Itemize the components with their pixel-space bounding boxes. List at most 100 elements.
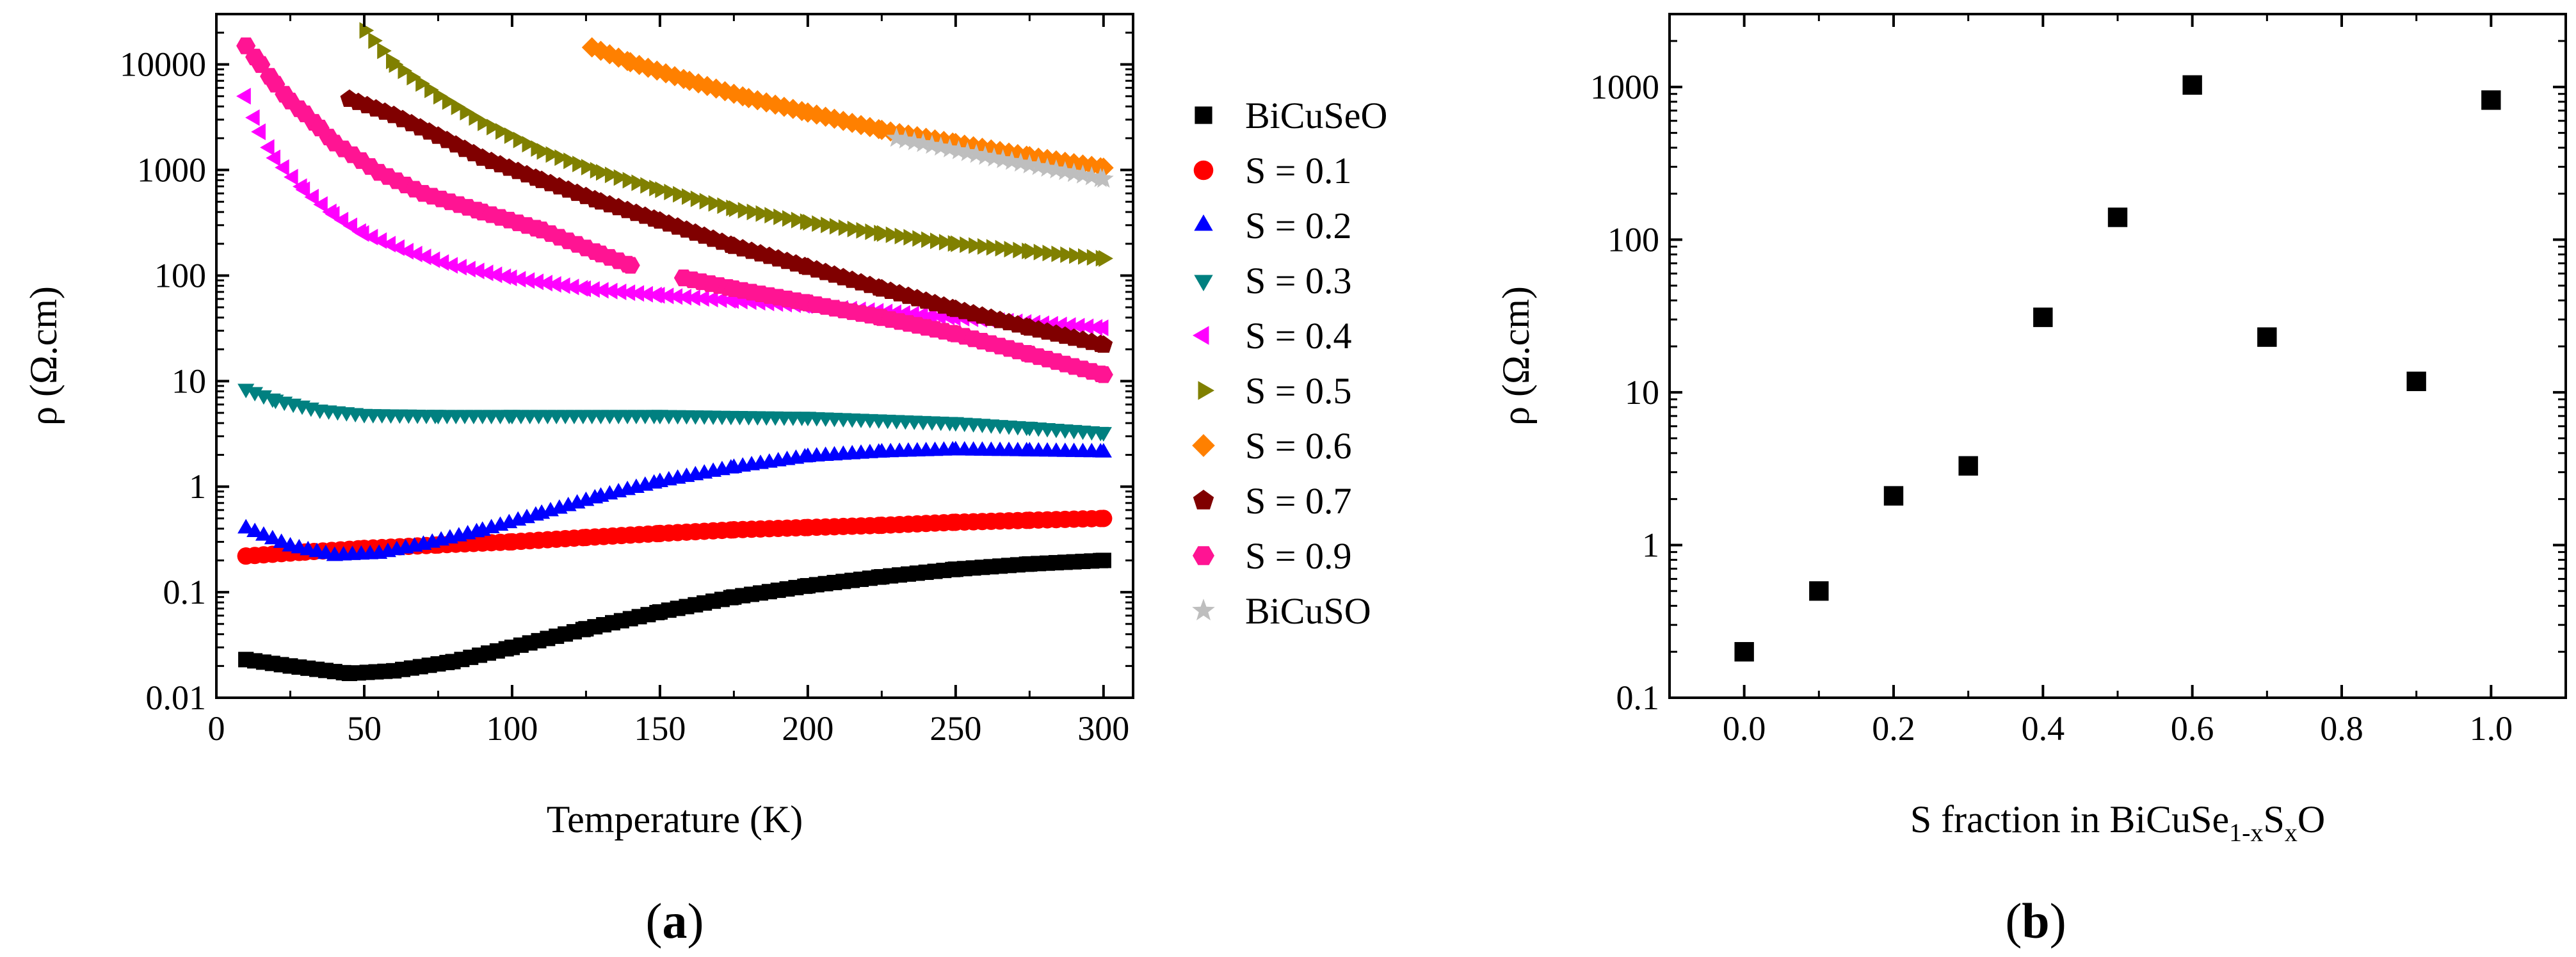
panel-a-label: (a) xyxy=(646,893,704,949)
x-tick-label: 0.2 xyxy=(1872,709,1915,748)
y-tick-label: 0.01 xyxy=(146,679,207,717)
data-marker xyxy=(708,195,723,212)
data-marker xyxy=(613,169,629,186)
series-s-0-5 xyxy=(359,22,1113,267)
data-marker xyxy=(1095,510,1113,527)
x-tick-label: 0.0 xyxy=(1723,709,1766,748)
series-s-0-6 xyxy=(581,37,1114,178)
data-marker xyxy=(838,219,853,236)
legend-item: S = 0.9 xyxy=(1193,535,1351,577)
data-marker xyxy=(773,208,788,225)
data-marker xyxy=(1093,319,1109,336)
data-marker xyxy=(529,273,543,291)
legend-label: S = 0.2 xyxy=(1245,205,1351,246)
data-marker xyxy=(470,262,485,280)
legend-marker xyxy=(1193,490,1214,510)
data-marker xyxy=(389,56,404,73)
data-marker xyxy=(520,272,535,289)
data-point xyxy=(2182,75,2202,95)
data-marker xyxy=(334,211,349,229)
legend-marker xyxy=(1193,326,1209,345)
data-marker xyxy=(851,115,871,136)
data-marker xyxy=(755,205,770,222)
legend-marker xyxy=(1192,434,1215,457)
data-marker xyxy=(1095,552,1111,568)
panel-a-legend: BiCuSeO S = 0.1 S = 0.2 S = 0.3 S = 0.4 S = 0… xyxy=(1192,95,1387,632)
data-marker xyxy=(368,32,383,49)
data-marker xyxy=(631,174,646,191)
legend-marker xyxy=(1195,106,1212,124)
y-tick-label: 1 xyxy=(189,467,206,506)
data-marker xyxy=(596,164,611,181)
data-marker xyxy=(622,172,638,189)
panel-a-y-axis-title: ρ (Ω.cm) xyxy=(22,286,65,426)
y-tick-label: 0.1 xyxy=(1616,679,1660,717)
data-marker xyxy=(682,188,696,205)
data-marker xyxy=(487,266,503,284)
data-marker xyxy=(433,88,448,105)
data-marker xyxy=(686,289,700,307)
data-marker xyxy=(325,205,340,223)
data-marker xyxy=(729,200,744,217)
panel-a-axes: 0 50 100 150 200 250 300 0.01 0.1 1 10 100 1000 10000 xyxy=(120,14,1133,748)
data-marker xyxy=(921,231,936,248)
data-marker xyxy=(469,109,483,126)
data-marker xyxy=(1024,243,1040,260)
data-marker xyxy=(594,282,609,299)
data-marker xyxy=(620,284,636,302)
data-point xyxy=(1809,581,1829,601)
panel-b-data-marks xyxy=(1734,75,2501,662)
data-marker xyxy=(650,287,665,304)
data-marker xyxy=(295,181,310,198)
data-marker xyxy=(1060,246,1075,263)
data-marker xyxy=(812,215,826,232)
data-marker xyxy=(829,218,844,235)
data-marker xyxy=(604,166,620,184)
legend-marker xyxy=(1193,546,1214,565)
data-marker xyxy=(581,159,596,175)
data-marker xyxy=(1004,241,1018,258)
data-marker xyxy=(236,88,251,105)
data-marker xyxy=(237,519,255,534)
data-marker xyxy=(1013,241,1027,259)
data-marker xyxy=(417,248,431,266)
legend-item: BiCuSeO xyxy=(1195,95,1387,136)
data-marker xyxy=(885,226,901,243)
data-marker xyxy=(704,291,718,308)
data-marker xyxy=(960,236,974,253)
data-point xyxy=(2257,327,2277,347)
data-marker xyxy=(407,68,421,86)
series-s-0-2 xyxy=(237,440,1112,561)
data-marker xyxy=(260,139,275,156)
data-marker xyxy=(1079,318,1094,335)
data-marker xyxy=(697,76,718,97)
series-s-0-9 xyxy=(236,37,1113,383)
data-marker xyxy=(664,184,679,200)
data-marker xyxy=(603,282,618,300)
data-marker xyxy=(1078,248,1093,265)
data-marker xyxy=(977,238,992,255)
data-marker xyxy=(408,245,423,262)
data-marker xyxy=(495,123,510,140)
data-marker xyxy=(1069,247,1084,264)
legend-label: S = 0.5 xyxy=(1245,370,1351,412)
x-tick-label: 1.0 xyxy=(2470,709,2513,748)
data-marker xyxy=(1093,157,1114,178)
y-tick-label: 100 xyxy=(154,256,206,294)
data-marker xyxy=(460,104,474,121)
data-marker xyxy=(585,281,600,298)
data-marker xyxy=(511,271,526,288)
data-marker xyxy=(1095,427,1112,442)
legend-marker xyxy=(1193,160,1214,181)
data-point xyxy=(2107,207,2128,227)
data-marker xyxy=(912,230,927,247)
data-marker xyxy=(717,197,732,214)
data-point xyxy=(1734,641,1754,662)
x-tick-label: 150 xyxy=(634,709,686,748)
panel-b-chart: 0.0 0.2 0.4 0.6 0.8 1.0 0.1 1 10 100 1000 S fracti… xyxy=(1495,13,2567,949)
legend-label: S = 0.1 xyxy=(1245,150,1351,191)
data-marker xyxy=(903,229,918,246)
data-marker xyxy=(1093,366,1113,383)
legend-marker xyxy=(1194,214,1213,231)
data-marker xyxy=(479,264,494,282)
